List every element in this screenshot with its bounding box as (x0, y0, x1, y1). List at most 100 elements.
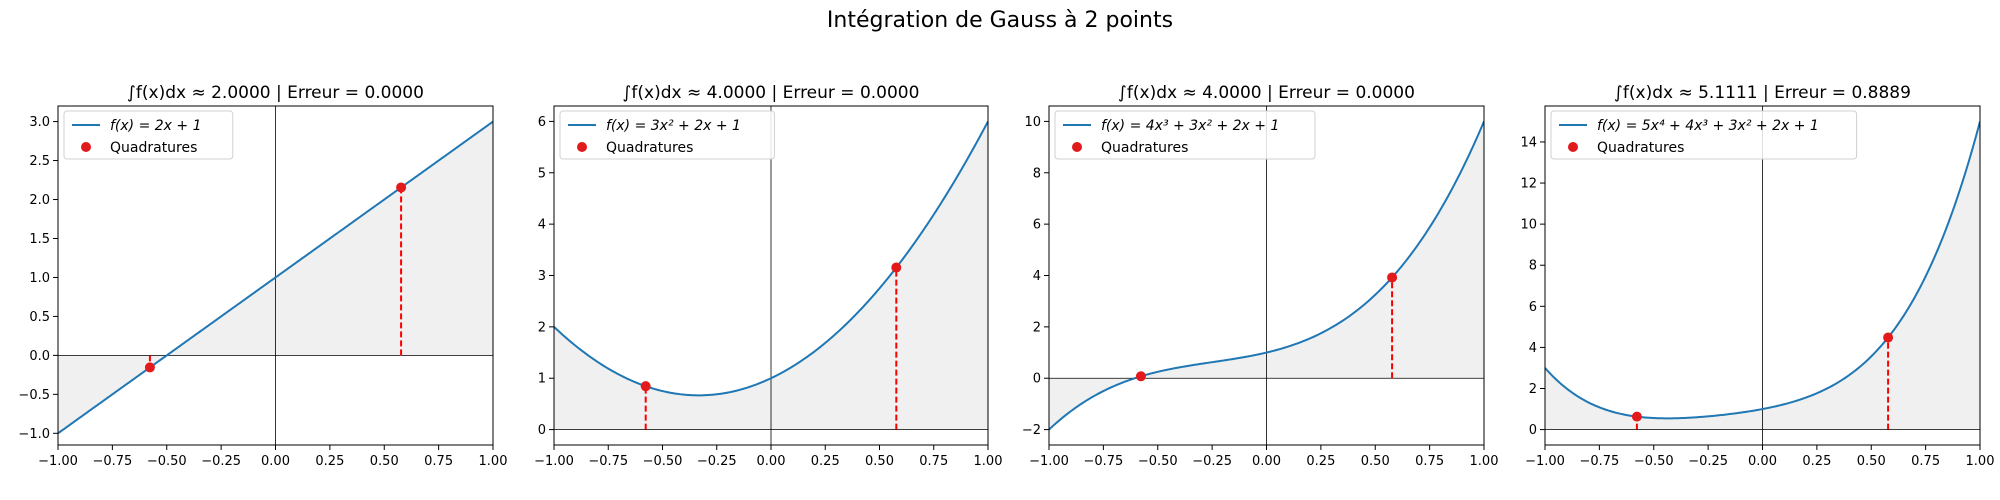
legend-box (559, 110, 775, 160)
legend-box (63, 110, 234, 160)
x-tick-label: 0.00 (1748, 454, 1777, 469)
x-tick-label: −0.50 (1634, 454, 1674, 469)
x-tick-label: −1.00 (1525, 454, 1565, 469)
panel-title: ∫f(x)dx ≈ 5.1111 | Erreur = 0.8889 (1614, 83, 1911, 103)
figure-title: Intégration de Gauss à 2 points (826, 8, 1174, 33)
x-tick-label: 0.75 (424, 454, 453, 469)
y-tick-label: 2 (1529, 382, 1537, 397)
plot-area (1545, 106, 1980, 445)
x-tick-label: −0.50 (147, 454, 187, 469)
x-tick-label: −0.75 (92, 454, 132, 469)
x-tick-label: 0.25 (1306, 454, 1335, 469)
y-tick-label: −1.0 (18, 427, 50, 442)
x-tick-label: 1.00 (974, 454, 1003, 469)
y-tick-label: 6 (1033, 218, 1041, 233)
y-tick-label: −2 (1022, 423, 1041, 438)
quadrature-point (1631, 411, 1642, 422)
y-tick-label: 2 (538, 320, 546, 335)
quadrature-point (891, 262, 902, 273)
y-tick-label: 12 (1520, 177, 1537, 192)
legend-entry-function: f(x) = 3x² + 2x + 1 (606, 118, 741, 134)
quadrature-point (640, 381, 651, 392)
x-tick-label: 1.00 (479, 454, 508, 469)
legend-point-swatch (81, 142, 91, 152)
x-tick-label: 0.75 (1415, 454, 1444, 469)
y-tick-label: 4 (538, 218, 546, 233)
y-tick-label: 3.0 (29, 115, 50, 130)
y-tick-label: 5 (538, 166, 546, 181)
plot-area (554, 106, 988, 445)
y-tick-label: 1 (538, 372, 546, 387)
quadrature-point (144, 362, 155, 373)
legend-entry-quadratures: Quadratures (606, 140, 693, 156)
y-tick-label: 0 (538, 423, 546, 438)
x-tick-label: 0.50 (865, 454, 894, 469)
y-tick-label: 8 (1529, 259, 1537, 274)
x-tick-label: 0.50 (1361, 454, 1390, 469)
x-tick-label: 0.00 (1252, 454, 1281, 469)
x-tick-label: −0.50 (643, 454, 683, 469)
integral-area (1545, 121, 1980, 430)
y-tick-label: 10 (1520, 218, 1537, 233)
y-tick-label: 4 (1033, 269, 1041, 284)
x-tick-label: 0.25 (1802, 454, 1831, 469)
chart-panel-3: −1.00 −0.75 −0.50 −0.25 0.00 0.25 0.50 0.75 1.00… (1022, 83, 1499, 469)
legend-entry-function: f(x) = 5x⁴ + 4x³ + 3x² + 2x + 1 (1597, 118, 1819, 134)
y-tick-label: 0.0 (29, 349, 50, 364)
quadrature-point (1387, 272, 1398, 283)
y-tick-label: 3 (538, 269, 546, 284)
legend-entry-quadratures: Quadratures (1597, 140, 1684, 156)
panel-title: ∫f(x)dx ≈ 4.0000 | Erreur = 0.0000 (1118, 83, 1415, 103)
legend-box (1054, 110, 1316, 160)
x-tick-label: 0.25 (315, 454, 344, 469)
x-tick-label: 1.00 (1470, 454, 1499, 469)
x-tick-label: −1.00 (534, 454, 574, 469)
x-tick-label: −0.50 (1138, 454, 1178, 469)
x-tick-label: −0.75 (1083, 454, 1123, 469)
plot-area (58, 106, 493, 445)
function-curve (1049, 121, 1484, 431)
x-tick-label: 0.00 (261, 454, 290, 469)
x-tick-label: −0.25 (201, 454, 241, 469)
legend-point-swatch (1568, 142, 1578, 152)
y-tick-label: 0 (1529, 423, 1537, 438)
legend-entry-quadratures: Quadratures (110, 140, 197, 156)
x-tick-label: 0.50 (370, 454, 399, 469)
y-tick-label: 1.0 (29, 271, 50, 286)
legend-entry-quadratures: Quadratures (1101, 140, 1188, 156)
panel-title: ∫f(x)dx ≈ 4.0000 | Erreur = 0.0000 (623, 83, 920, 103)
function-curve (58, 120, 493, 435)
chart-panel-2: −1.00 −0.75 −0.50 −0.25 0.00 0.25 0.50 0.75 1.00… (534, 83, 1002, 469)
legend-point-swatch (1072, 142, 1082, 152)
x-tick-label: −0.25 (1192, 454, 1232, 469)
chart-panel-4: −1.00 −0.75 −0.50 −0.25 0.00 0.25 0.50 0.75 1.00… (1520, 83, 1994, 469)
y-tick-label: 0 (1033, 372, 1041, 387)
legend-entry-function: f(x) = 2x + 1 (110, 118, 202, 134)
x-tick-label: 0.75 (1911, 454, 1940, 469)
x-tick-label: 0.75 (919, 454, 948, 469)
function-curve (554, 120, 988, 397)
x-tick-label: −0.75 (1579, 454, 1619, 469)
panel-title: ∫f(x)dx ≈ 2.0000 | Erreur = 0.0000 (127, 83, 424, 103)
y-tick-label: 10 (1024, 115, 1041, 130)
x-tick-label: −0.25 (697, 454, 737, 469)
legend-point-swatch (577, 142, 587, 152)
y-tick-label: 2 (1033, 320, 1041, 335)
y-tick-label: −0.5 (18, 388, 50, 403)
y-tick-label: 6 (1529, 300, 1537, 315)
quadrature-point (1883, 332, 1894, 343)
x-tick-label: −1.00 (1029, 454, 1069, 469)
y-tick-label: 2.0 (29, 193, 50, 208)
y-tick-label: 1.5 (29, 232, 50, 247)
function-curve (1545, 121, 1980, 420)
legend-box (1550, 110, 1858, 160)
y-tick-label: 6 (538, 115, 546, 130)
x-tick-label: −1.00 (38, 454, 78, 469)
y-tick-label: 2.5 (29, 154, 50, 169)
chart-panel-1: −1.00 −0.75 −0.50 −0.25 0.00 0.25 0.50 0.75 1.00… (18, 83, 507, 469)
y-tick-label: 14 (1520, 135, 1537, 150)
x-tick-label: 0.00 (757, 454, 786, 469)
y-tick-label: 8 (1033, 166, 1041, 181)
legend-entry-function: f(x) = 4x³ + 3x² + 2x + 1 (1101, 118, 1279, 134)
x-tick-label: 1.00 (1966, 454, 1995, 469)
